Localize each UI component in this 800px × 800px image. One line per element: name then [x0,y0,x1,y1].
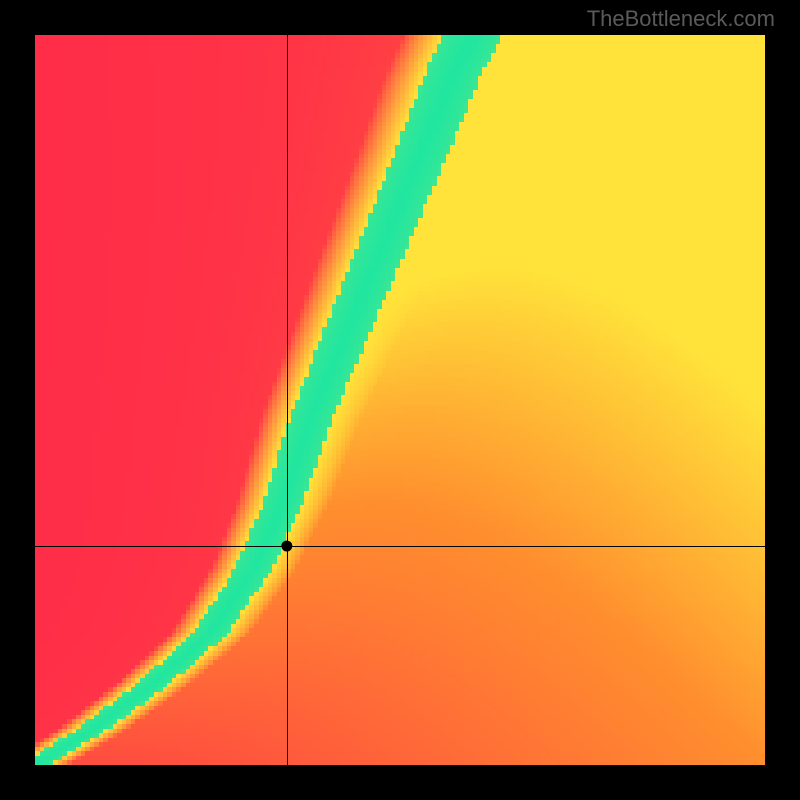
source-watermark: TheBottleneck.com [587,6,775,32]
chart-container: { "meta": { "source_label": "TheBottlene… [0,0,800,800]
bottleneck-heatmap [35,35,765,765]
